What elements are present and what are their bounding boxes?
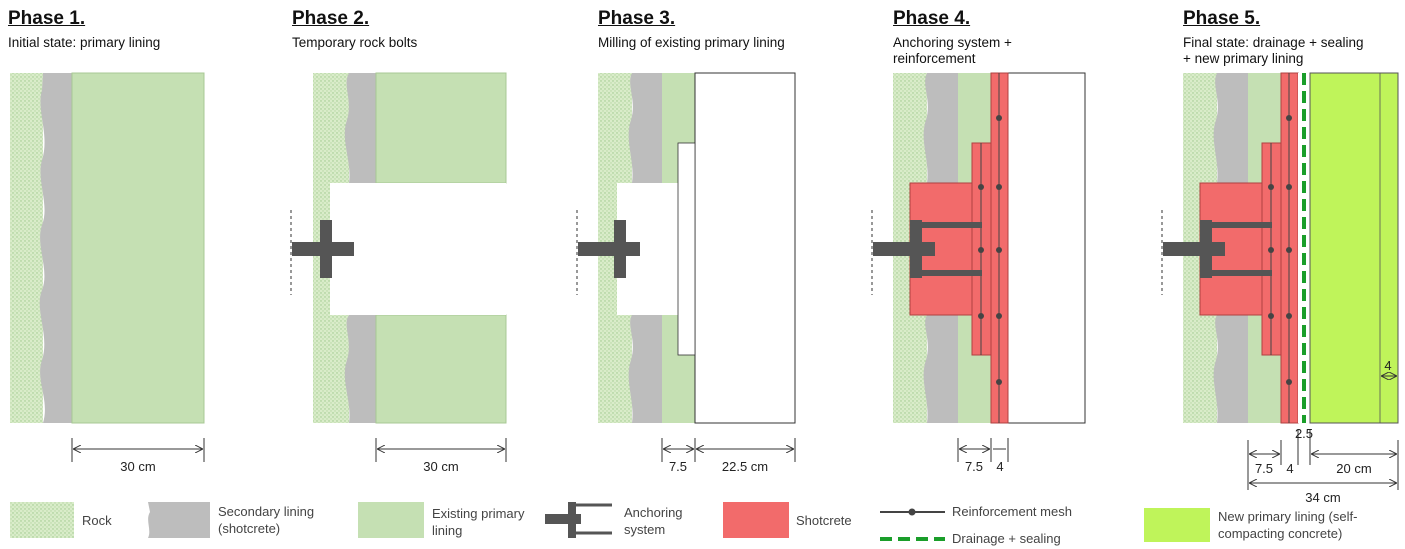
legend-rock-label: Rock: [82, 513, 112, 528]
phase-1-title: Phase 1.: [8, 8, 86, 29]
dim-p4-b: 4: [996, 459, 1003, 474]
phase-4-subtitle: Anchoring system + reinforcement: [893, 35, 1012, 66]
new-space-outline: [694, 72, 796, 424]
dim-p5-total: 34 cm: [1305, 490, 1340, 505]
secondary-lining: [344, 73, 376, 183]
phase-5-title: Phase 5.: [1183, 8, 1261, 29]
legend-existing-label: Existing primary lining: [432, 506, 525, 538]
dim-p4-a: 7.5: [965, 459, 983, 474]
existing-primary-lining: [375, 314, 507, 424]
dim-p3-a: 7.5: [669, 459, 687, 474]
dim-p3-b: 22.5 cm: [722, 459, 768, 474]
legend-secondary-label: Secondary lining (shotcrete): [218, 504, 315, 536]
dim-p5-b: 4: [1286, 461, 1293, 476]
legend-secondary-swatch: [148, 502, 210, 538]
legend-new-primary-swatch: [1144, 508, 1210, 542]
dim-p5-c: 20 cm: [1336, 461, 1371, 476]
phase-1-subtitle: Initial state: primary lining: [8, 35, 161, 50]
phase-3-subtitle: Milling of existing primary lining: [598, 35, 785, 50]
phase-2-title: Phase 2.: [292, 8, 370, 29]
phase-3-diagram: 7.5 22.5 cm: [576, 72, 796, 474]
phase-4-diagram: 7.5 4: [871, 72, 1086, 474]
dim-p5-a: 7.5: [1255, 461, 1273, 476]
legend-shotcrete-label: Shotcrete: [796, 513, 852, 528]
dim-p1-width: 30 cm: [120, 459, 155, 474]
dim-p2-width: 30 cm: [423, 459, 458, 474]
legend-drainage-label: Drainage + sealing: [952, 531, 1061, 546]
legend-shotcrete-swatch: [723, 502, 789, 538]
legend-mesh-label: Reinforcement mesh: [952, 504, 1072, 519]
secondary-lining: [344, 315, 376, 423]
bolt-plate: [320, 220, 332, 278]
secondary-lining: [39, 73, 72, 423]
phase-2-diagram: 30 cm: [290, 72, 507, 474]
anchoring-system: [873, 242, 935, 256]
milled-cavity: [330, 183, 506, 315]
existing-primary-lining: [71, 72, 205, 424]
rock-bolt: [578, 242, 640, 256]
dim-p5-top: 2.5: [1295, 426, 1313, 441]
phase-4-title: Phase 4.: [893, 8, 971, 29]
phase-5-diagram: 4 2.5 7.5 4 20 cm 34 cm: [1161, 72, 1399, 505]
phase-3-title: Phase 3.: [598, 8, 676, 29]
phase-5-subtitle: Final state: drainage + sealing + new pr…: [1183, 35, 1364, 66]
anchoring-icon: [545, 514, 581, 524]
dim-p5-side: 4: [1384, 358, 1391, 373]
new-primary-lining: [1309, 72, 1399, 424]
legend-existing-swatch: [358, 502, 424, 538]
rock-layer: [10, 73, 43, 423]
existing-primary-lining: [375, 72, 507, 184]
legend: [10, 502, 1210, 542]
phase-1-diagram: 30 cm: [10, 72, 205, 474]
legend-anchoring-label: Anchoring system: [624, 505, 683, 537]
phase-2-subtitle: Temporary rock bolts: [292, 35, 418, 50]
legend-rock-swatch: [10, 502, 74, 538]
legend-new-primary-label: New primary lining (self-compacting conc…: [1218, 509, 1358, 541]
